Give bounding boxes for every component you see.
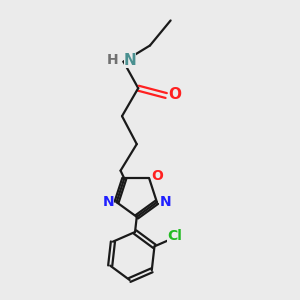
Text: Cl: Cl [167,229,182,243]
Text: H: H [106,53,118,67]
Text: N: N [159,195,171,209]
Text: N: N [103,195,114,209]
Text: O: O [152,169,164,182]
Text: O: O [168,87,181,102]
Text: N: N [124,53,136,68]
